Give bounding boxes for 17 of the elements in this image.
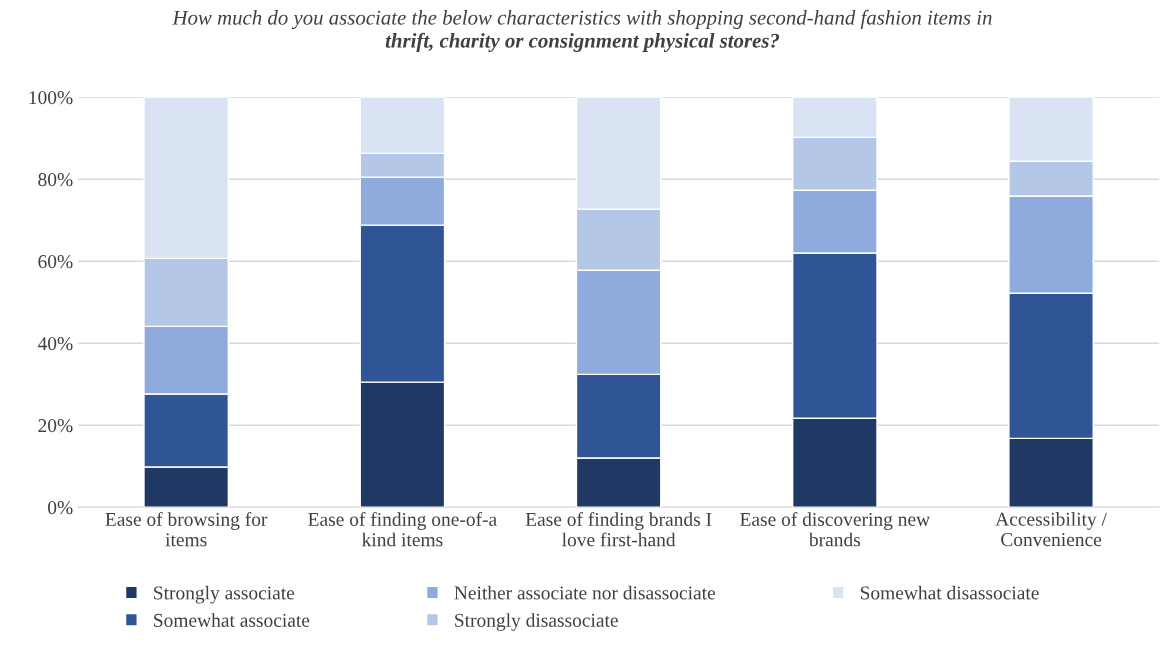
y-tick-label: 20% — [38, 419, 73, 433]
legend-label: Somewhat disassociate — [860, 585, 1039, 600]
legend-label: Strongly associate — [154, 585, 295, 604]
chart-title: How much do you associate the below characteristics with shopping second-hand fashion items in thrift, charity or consignment physical stores? — [172, 9, 992, 53]
y-tick-label: 0% — [48, 501, 73, 515]
legend-label: Neither associate nor disassociate — [454, 585, 716, 600]
legend-label: Strongly disassociate — [455, 613, 618, 631]
y-tick-label: 100% — [29, 91, 73, 105]
x-tick-label: Accessibility / Convenience — [995, 512, 1107, 547]
legend-label: Somewhat associate — [154, 613, 310, 627]
y-tick-label: 60% — [38, 255, 73, 269]
x-tick-label: Ease of discovering new brands — [740, 512, 931, 547]
x-tick-label: Ease of browsing for items — [105, 512, 268, 547]
y-tick-label: 80% — [38, 173, 73, 187]
x-tick-label: Ease of finding one-of-a kind items — [308, 512, 497, 547]
y-tick-label: 40% — [37, 337, 73, 351]
x-tick-label: Ease of finding brands I love first-hand — [525, 512, 712, 547]
